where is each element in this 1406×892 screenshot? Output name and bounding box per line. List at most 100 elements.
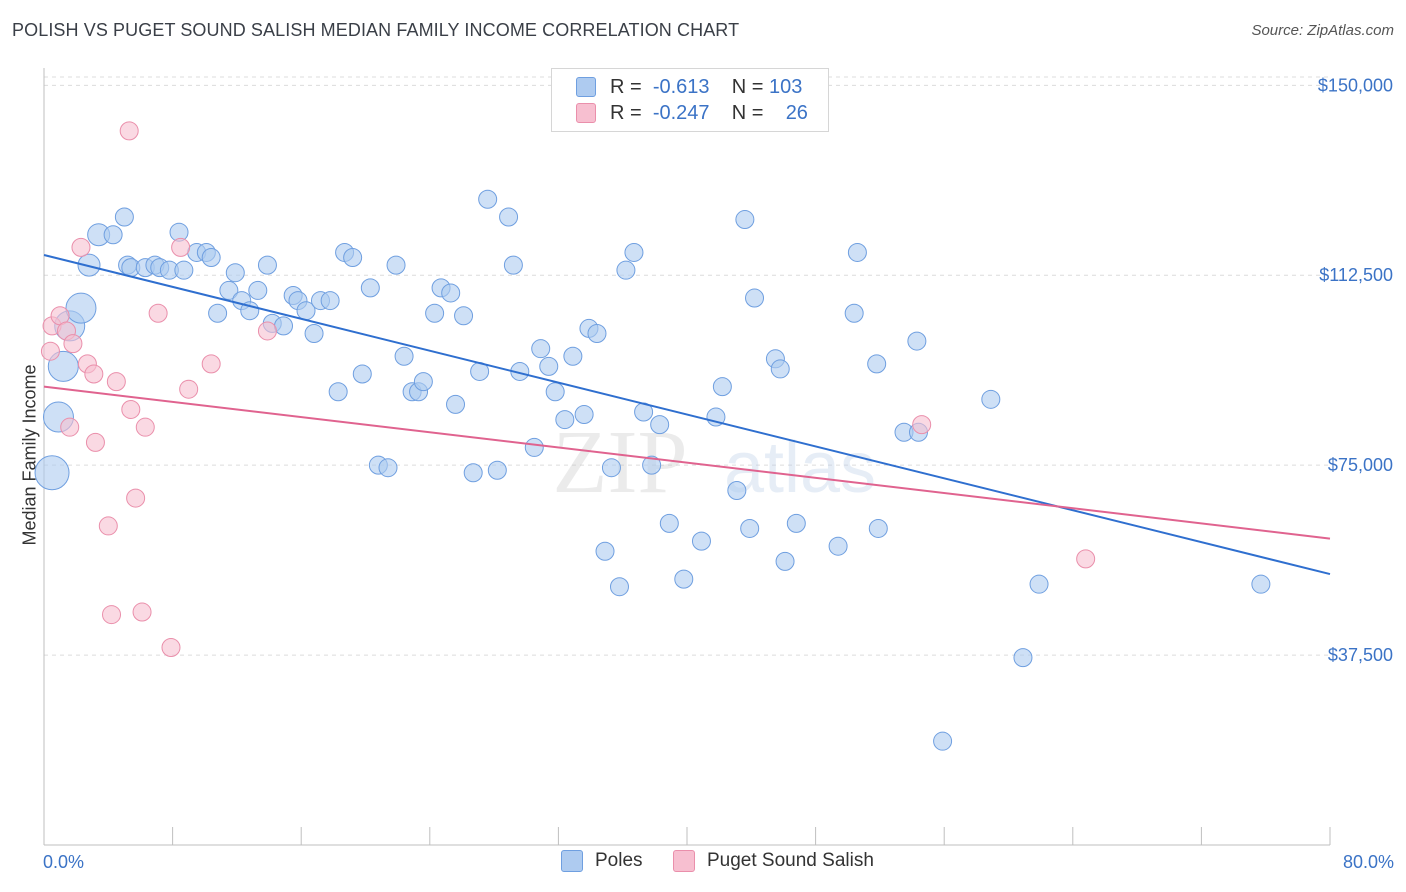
salish-point [98,516,118,536]
salish-point [161,637,181,657]
poles-point [499,207,519,227]
poles-point [616,260,636,280]
poles-point [712,377,732,397]
poles-point [727,480,747,500]
salish-point [171,237,191,257]
poles-point [539,356,559,376]
poles-r-value: -0.613 [652,75,710,98]
poles-point [378,458,398,478]
poles-point [304,323,324,343]
source-note: Source: ZipAtlas.com [1251,22,1394,39]
poles-point [828,536,848,556]
salish-point [106,372,126,392]
poles-point [174,260,194,280]
poles-point [674,569,694,589]
poles-point [320,291,340,311]
salish-point [63,334,83,354]
poles-point [735,210,755,230]
poles-point [574,405,594,425]
salish-point [60,417,80,437]
poles-point [201,248,221,268]
poles-point [343,248,363,268]
poles-legend-label: Poles [595,850,643,871]
grid-lines [44,76,1330,656]
poles-point [274,316,294,336]
poles-point [775,551,795,571]
salish-point [126,488,146,508]
poles-point [65,292,97,324]
salish-point [132,602,152,622]
poles-point [394,346,414,366]
poles-point [114,207,134,227]
poles-point [867,354,887,374]
axes [43,68,1331,846]
poles-point [847,242,867,262]
poles-point [454,306,474,326]
poles-point [425,303,445,323]
poles-point [257,255,277,275]
legend-item-salish[interactable]: Puget Sound Salish [673,850,874,872]
poles-point [1013,648,1033,668]
poles-point [624,242,644,262]
salish-point [40,341,60,361]
salish-trend-line [43,385,1331,540]
poles-point [868,518,888,538]
legend-row-salish: R = -0.247 N = 26 [576,100,808,126]
y-tick-label: $150,000 [1318,75,1393,95]
data-points [34,121,1271,751]
poles-point [770,359,790,379]
poles-point [386,255,406,275]
salish-point [85,432,105,452]
legend-item-poles[interactable]: Poles [561,850,643,872]
salish-swatch [576,103,596,123]
poles-point [478,189,498,209]
salish-point [119,121,139,141]
poles-point [745,288,765,308]
salish-point [148,303,168,323]
poles-point [446,394,466,414]
y-tick-label: $37,500 [1328,645,1393,665]
salish-point [135,417,155,437]
poles-r-label: R = [610,75,642,98]
poles-point [740,518,760,538]
poles-point [907,331,927,351]
poles-point [103,225,123,245]
poles-point [352,364,372,384]
poles-point [545,382,565,402]
poles-swatch [576,77,596,97]
salish-point [84,364,104,384]
poles-point [360,278,380,298]
poles-point [225,263,245,283]
poles-point [524,437,544,457]
poles-point [786,513,806,533]
poles-n-value: 103 [769,75,803,98]
salish-point [121,399,141,419]
salish-legend-swatch [673,850,695,872]
poles-point [1029,574,1049,594]
poles-point [487,460,507,480]
watermark: ZIP atlas [553,413,877,512]
x-tick-min: 0.0% [43,852,85,872]
stats-legend: R = -0.613 N = 103 R = -0.247 N = 26 [551,68,829,132]
poles-point [248,280,268,300]
poles-point [531,339,551,359]
poles-point [981,389,1001,409]
chart-title: POLISH VS PUGET SOUND SALISH MEDIAN FAMI… [12,20,740,40]
trend-lines [43,254,1331,576]
x-tick-max: 80.0% [1342,852,1394,872]
salish-n-value: 26 [785,101,808,124]
salish-point [179,379,199,399]
y-tick-label: $75,000 [1328,455,1393,475]
poles-point [844,303,864,323]
salish-point [1076,549,1096,569]
poles-point [413,372,433,392]
salish-point [102,605,122,625]
poles-point [34,455,70,491]
poles-legend-swatch [561,850,583,872]
salish-legend-label: Puget Sound Salish [707,850,874,871]
poles-point [219,280,239,300]
salish-point [912,415,932,435]
poles-point [77,253,101,277]
salish-n-label: N = [731,101,764,124]
